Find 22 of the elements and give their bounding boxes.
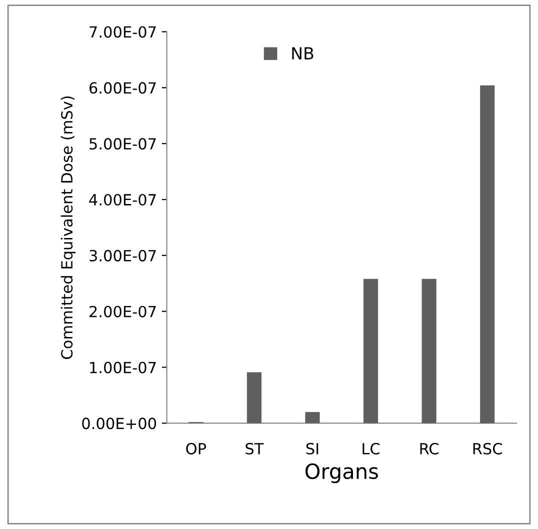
x-tick-label: ST	[246, 442, 264, 454]
x-tick-label: RSC	[473, 442, 502, 454]
y-tick-label: 7.00E-07	[90, 26, 156, 38]
y-tick-label: 2.00E-07	[90, 306, 156, 318]
y-axis-title: Committed Equivalent Dose (mSv)	[60, 96, 76, 359]
bar	[422, 278, 436, 424]
bar	[480, 85, 495, 424]
x-tick-label: LC	[362, 442, 380, 454]
y-tick-label: 3.00E-07	[90, 250, 156, 262]
x-tick-label: SI	[306, 442, 318, 454]
bar	[305, 412, 320, 424]
y-tick-label: 6.00E-07	[90, 82, 156, 94]
bar	[363, 278, 378, 424]
x-axis-title: Organs	[305, 463, 378, 484]
x-tick-label: OP	[186, 442, 206, 454]
bar	[246, 372, 262, 424]
y-tick-label: 4.00E-07	[89, 194, 156, 206]
y-tick-label: 1.00E-07	[90, 362, 156, 374]
legend-label: NB	[292, 47, 314, 60]
x-tick-label: RC	[420, 442, 438, 454]
y-tick-label: 5.00E-07	[90, 138, 156, 150]
y-tick-label: 0.00E+00	[82, 418, 156, 430]
